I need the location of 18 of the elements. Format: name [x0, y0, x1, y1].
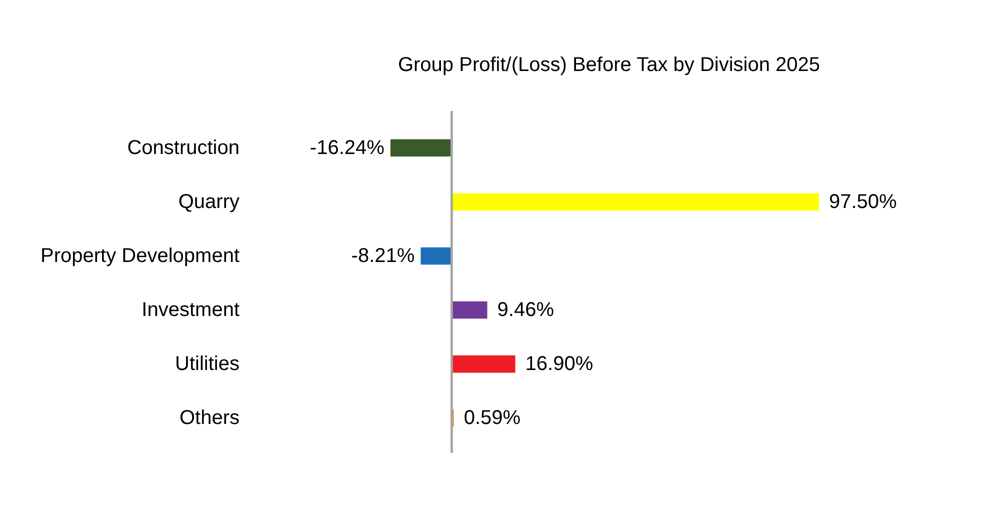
- data-label: -16.24%: [310, 136, 385, 159]
- data-label: 97.50%: [829, 190, 898, 213]
- y-tick-label: Property Development: [40, 244, 240, 267]
- bar: [420, 247, 452, 265]
- data-label: 9.46%: [497, 299, 554, 322]
- chart-title: Group Profit/(Loss) Before Tax by Division 2025: [398, 54, 820, 76]
- y-tick-label: Construction: [127, 136, 240, 159]
- y-tick-label: Utilities: [175, 353, 240, 376]
- bar: [452, 193, 819, 211]
- bar: [390, 139, 452, 157]
- data-label: -8.21%: [351, 244, 415, 267]
- y-tick-label: Investment: [142, 299, 240, 322]
- data-label: 16.90%: [525, 353, 594, 376]
- bar: [452, 355, 516, 373]
- y-tick-label: Quarry: [178, 190, 240, 213]
- data-label: 0.59%: [464, 407, 521, 430]
- bar: [452, 301, 488, 319]
- y-tick-label: Others: [179, 407, 240, 430]
